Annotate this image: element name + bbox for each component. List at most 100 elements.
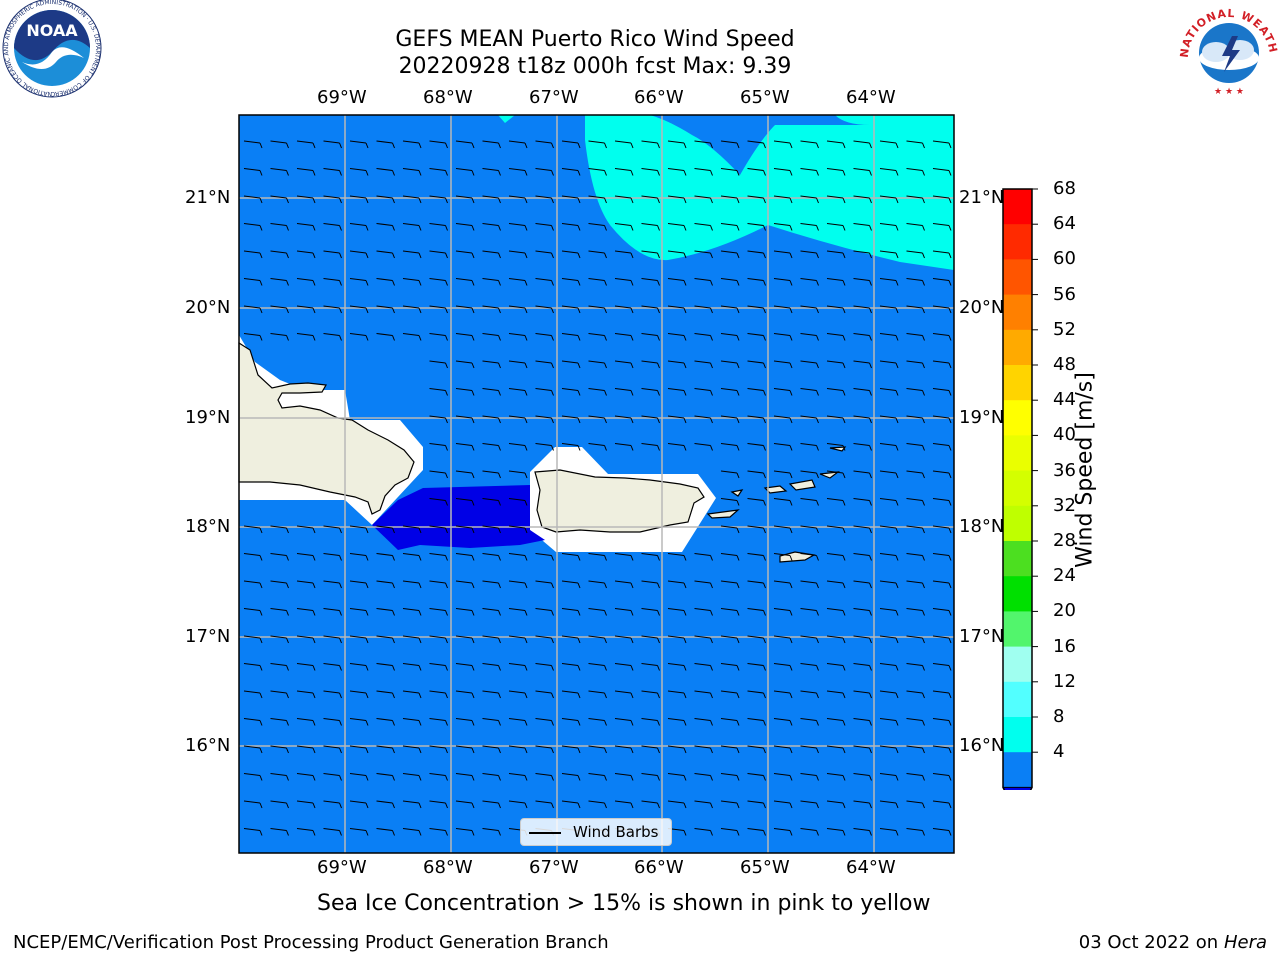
colorbar-tick-label: 32: [1053, 494, 1076, 516]
wind-barb: [429, 278, 448, 286]
wind-barb: [694, 140, 713, 149]
wind-barb: [482, 635, 501, 644]
wind-barb: [455, 250, 475, 259]
wind-barb: [561, 580, 581, 589]
wind-barb: [667, 168, 687, 176]
wind-barb: [296, 168, 316, 176]
wind-barb: [879, 388, 899, 396]
wind-barb: [879, 553, 899, 561]
colorbar-tick-label: 48: [1053, 354, 1076, 375]
wind-barb: [879, 360, 899, 369]
wind-barb: [826, 470, 846, 479]
wind-barb: [667, 223, 687, 231]
wind-barb: [667, 773, 687, 781]
colorbar-tick-label: 24: [1053, 565, 1076, 587]
wind-barb: [853, 690, 872, 699]
wind-barb: [747, 828, 766, 836]
wind-barb: [482, 525, 501, 534]
wind-barb: [270, 333, 289, 341]
wind-barb: [455, 773, 475, 781]
wind-barb: [296, 250, 316, 259]
wind-barb: [429, 580, 448, 589]
wind-barb: [508, 553, 528, 561]
wind-barb: [932, 333, 952, 341]
wind-barb: [773, 800, 793, 809]
wind-barb: [482, 195, 501, 204]
wind-barb: [906, 525, 925, 534]
wind-barb: [932, 608, 952, 616]
wind-barb: [800, 800, 819, 809]
colorbar-tick-label: 20: [1053, 600, 1076, 622]
wind-barb: [561, 443, 581, 451]
lat-tick-right: 16°N: [959, 735, 1005, 756]
wind-barb: [720, 360, 740, 369]
wind-barb: [826, 745, 846, 754]
wind-barbs-legend: Wind Barbs: [520, 818, 672, 846]
wind-barb: [800, 360, 819, 369]
wind-barb: [429, 663, 448, 671]
wind-barb: [349, 690, 369, 699]
virgin-islands-1: [706, 509, 740, 519]
wind-barb: [826, 525, 846, 534]
wind-barb: [429, 305, 448, 314]
wind-barb: [694, 415, 713, 424]
wind-barb: [323, 690, 342, 699]
wind-barb: [243, 580, 263, 589]
wind-barb: [296, 333, 316, 341]
wind-barb: [906, 553, 925, 561]
wind-barb: [720, 470, 740, 479]
wind-barb: [243, 140, 263, 149]
wind-barb: [402, 663, 422, 671]
wind-barb: [826, 635, 846, 644]
wind-barb: [535, 250, 554, 259]
wind-barb: [641, 388, 660, 396]
wind-barb: [588, 690, 607, 699]
wind-barb: [773, 745, 793, 754]
wind-barb: [455, 745, 475, 754]
wind-barb: [429, 443, 448, 451]
wind-barb: [853, 278, 872, 286]
wind-barb: [853, 773, 872, 781]
wind-barb: [402, 745, 422, 754]
wind-barb: [296, 828, 316, 836]
wind-barb: [879, 800, 899, 809]
wind-barb: [323, 333, 342, 341]
wind-barb: [906, 278, 925, 286]
lat-tick-left: 19°N: [185, 407, 231, 428]
wind-barb: [853, 333, 872, 341]
wind-8-12-small: [498, 115, 515, 123]
wind-barb: [296, 140, 316, 149]
wind-barb: [508, 360, 528, 369]
wind-barb: [641, 140, 660, 149]
wind-barb: [720, 553, 740, 561]
wind-barb: [667, 553, 687, 561]
wind-below-4-region: [372, 485, 545, 550]
wind-barb: [508, 718, 528, 726]
colorbar: [1002, 188, 1038, 790]
wind-barb: [747, 773, 766, 781]
wind-barb: [429, 690, 448, 699]
wind-barb: [826, 360, 846, 369]
colorbar-tick-label: 60: [1053, 248, 1076, 270]
wind-barb: [906, 498, 925, 506]
wind-barb: [826, 800, 846, 809]
wind-barb: [641, 800, 660, 809]
wind-barb: [455, 608, 475, 616]
wind-barb: [694, 800, 713, 809]
colorbar-segment: [1003, 752, 1032, 788]
wind-barb: [429, 800, 448, 809]
lon-tick-bottom: 66°W: [634, 857, 684, 878]
wind-barb: [588, 745, 607, 754]
wind-barb: [588, 580, 607, 589]
wind-barb: [747, 745, 766, 754]
wind-barb: [614, 773, 634, 781]
wind-barb: [879, 278, 899, 286]
wind-barb: [747, 608, 766, 616]
wind-barb: [747, 168, 766, 176]
wind-barb: [720, 250, 740, 259]
wind-barb: [270, 773, 289, 781]
wind-barb: [482, 580, 501, 589]
wind-barb: [853, 168, 872, 176]
wind-barb: [508, 525, 528, 534]
wind-barb: [800, 250, 819, 259]
